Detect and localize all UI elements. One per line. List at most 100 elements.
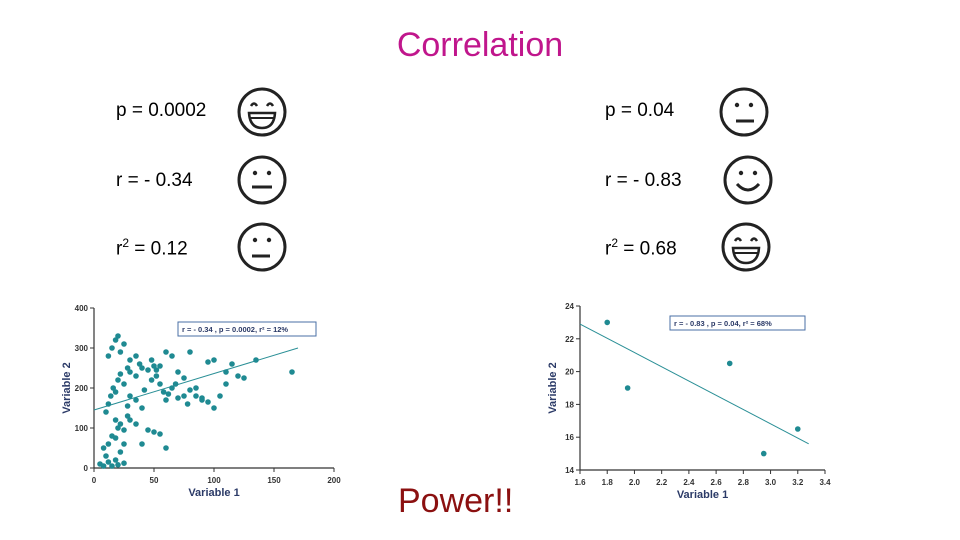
- y-tick-label: 22: [565, 335, 574, 344]
- data-point: [127, 417, 133, 423]
- data-point: [604, 319, 611, 326]
- data-point: [223, 381, 229, 387]
- data-point: [112, 457, 119, 463]
- data-point: [112, 389, 119, 395]
- data-point: [223, 369, 229, 375]
- data-point: [211, 405, 217, 411]
- legend-text: r = - 0.83 , p = 0.04, r² = 68%: [674, 319, 772, 328]
- data-point: [205, 399, 211, 405]
- left-p-value: p = 0.0002: [116, 100, 207, 121]
- data-point: [145, 367, 151, 373]
- data-point: [217, 393, 223, 399]
- x-axis-label: Variable 1: [188, 487, 239, 498]
- x-tick-label: 3.4: [819, 478, 831, 487]
- y-axis-label: Variable 2: [61, 362, 73, 413]
- data-point: [133, 353, 139, 359]
- data-point: [117, 371, 124, 377]
- data-point: [127, 357, 133, 363]
- data-point: [127, 393, 133, 399]
- data-point: [153, 367, 160, 373]
- x-axis-label: Variable 1: [677, 489, 728, 501]
- data-point: [165, 391, 172, 397]
- y-tick-label: 200: [75, 384, 89, 393]
- data-point: [181, 375, 187, 381]
- data-point: [139, 365, 145, 371]
- data-point: [187, 387, 193, 393]
- data-point: [193, 385, 199, 391]
- y-tick-label: 300: [75, 344, 89, 353]
- data-point: [169, 353, 175, 359]
- data-point: [794, 426, 801, 432]
- data-point: [163, 397, 169, 403]
- data-point: [184, 401, 191, 407]
- neutral-face-icon: [237, 155, 287, 205]
- data-point: [229, 361, 235, 367]
- x-tick-label: 2.4: [683, 478, 695, 487]
- x-tick-label: 2.8: [738, 478, 750, 487]
- y-tick-label: 20: [565, 368, 574, 377]
- left-scatter-chart: 0 50 100 150 200 0 100 200 300 400 Variable 1 Varia…: [61, 304, 341, 498]
- data-point: [117, 349, 124, 355]
- data-point: [133, 373, 139, 379]
- x-tick-label: 3.0: [765, 478, 777, 487]
- data-point: [127, 369, 133, 375]
- data-point: [108, 393, 114, 399]
- y-tick-label: 16: [565, 433, 574, 442]
- y-tick-label: 24: [565, 302, 574, 311]
- y-tick-label: 100: [75, 424, 89, 433]
- data-point: [121, 460, 127, 466]
- legend-box: [669, 315, 806, 331]
- data-point: [163, 445, 169, 451]
- data-point: [109, 463, 115, 469]
- right-r2-value: r2 = 0.68: [605, 236, 677, 260]
- data-point: [241, 375, 247, 381]
- data-point: [169, 385, 175, 391]
- data-point: [100, 445, 107, 451]
- data-point: [205, 359, 211, 365]
- data-point: [105, 441, 112, 447]
- data-point: [133, 421, 139, 427]
- trend-line: [579, 323, 809, 445]
- data-point: [124, 403, 131, 409]
- data-point: [199, 397, 205, 403]
- data-point: [112, 417, 119, 423]
- data-point: [105, 459, 112, 465]
- y-tick-label: 18: [565, 400, 574, 409]
- data-point: [153, 373, 160, 379]
- trend-line: [93, 347, 299, 411]
- x-tick-label: 1.8: [602, 478, 614, 487]
- neutral-face-icon: [719, 87, 769, 137]
- x-tick-label: 150: [267, 476, 281, 485]
- grin-face-icon: [721, 222, 771, 272]
- right-scatter-chart: 1.6 1.8 2.0 2.2 2.4 2.6 2.8 3.0 3.2 3.4 14 16 18 20 22…: [547, 302, 831, 501]
- data-point: [115, 333, 121, 339]
- power-caption: Power!!: [398, 482, 514, 520]
- data-point: [105, 401, 112, 407]
- data-point: [175, 395, 181, 401]
- x-tick-label: 0: [92, 476, 97, 485]
- data-point: [115, 377, 121, 383]
- legend-box: [177, 321, 317, 337]
- x-tick-label: 50: [150, 476, 159, 485]
- data-point: [139, 441, 145, 447]
- right-p-value: p = 0.04: [605, 100, 675, 121]
- data-point: [157, 381, 163, 387]
- data-point: [157, 363, 163, 369]
- data-point: [163, 349, 169, 355]
- y-tick-label: 0: [84, 464, 89, 473]
- data-point: [289, 369, 295, 375]
- left-r-value: r = - 0.34: [116, 170, 193, 191]
- data-point: [160, 389, 167, 395]
- slide-title: Correlation: [396, 26, 564, 64]
- data-point: [112, 435, 119, 441]
- data-point: [148, 377, 155, 383]
- data-point: [115, 462, 121, 468]
- data-point: [157, 431, 163, 437]
- data-point: [105, 353, 112, 359]
- data-point: [193, 393, 199, 399]
- data-point: [121, 341, 127, 347]
- x-tick-label: 100: [207, 476, 221, 485]
- x-tick-label: 1.6: [574, 478, 586, 487]
- x-tick-label: 2.6: [711, 478, 723, 487]
- legend-text: r = - 0.34 , p = 0.0002, r² = 12%: [182, 325, 288, 334]
